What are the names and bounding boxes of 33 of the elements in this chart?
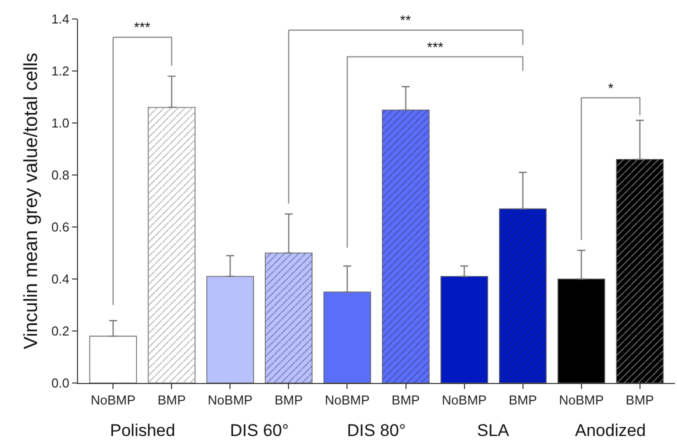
x-tick-label: NoBMP <box>90 392 136 408</box>
x-tick-label: BMP <box>274 392 303 408</box>
x-tick-label: BMP <box>508 392 537 408</box>
x-tick-label: NoBMP <box>558 392 604 408</box>
y-tick-label: 1.4 <box>51 12 70 27</box>
annotation: *** <box>134 19 151 35</box>
y-axis-title: Vinculin mean grey value/total cells <box>21 52 42 350</box>
text: DIS 80° <box>347 421 406 440</box>
y-tick-label: 0.2 <box>51 324 70 339</box>
x-tick-label: NoBMP <box>324 392 370 408</box>
text: Polished <box>110 421 176 440</box>
bar <box>206 276 254 383</box>
y-tick-label: 1.0 <box>51 116 70 131</box>
y-tick-label: 0.6 <box>51 220 70 235</box>
x-tick-label: BMP <box>626 392 654 408</box>
x-tick-label: BMP <box>392 392 420 408</box>
text: DIS 60° <box>230 421 289 440</box>
annotation: *** <box>427 39 444 55</box>
text: Anodized <box>575 421 646 440</box>
bar <box>558 278 606 383</box>
bar <box>440 276 488 383</box>
x-tick-label: NoBMP <box>208 392 253 408</box>
bar <box>89 336 137 383</box>
annotation: * <box>608 80 614 96</box>
x-tick-label: BMP <box>158 392 186 408</box>
bar <box>323 292 372 383</box>
x-tick-label: NoBMP <box>442 392 487 408</box>
y-tick-label: 0.0 <box>51 376 70 391</box>
y-tick-label: 0.4 <box>51 272 70 287</box>
y-tick-label: 1.2 <box>51 64 70 79</box>
annotation: ** <box>400 12 412 28</box>
y-tick-label: 0.8 <box>51 168 70 183</box>
text: SLA <box>477 421 510 440</box>
